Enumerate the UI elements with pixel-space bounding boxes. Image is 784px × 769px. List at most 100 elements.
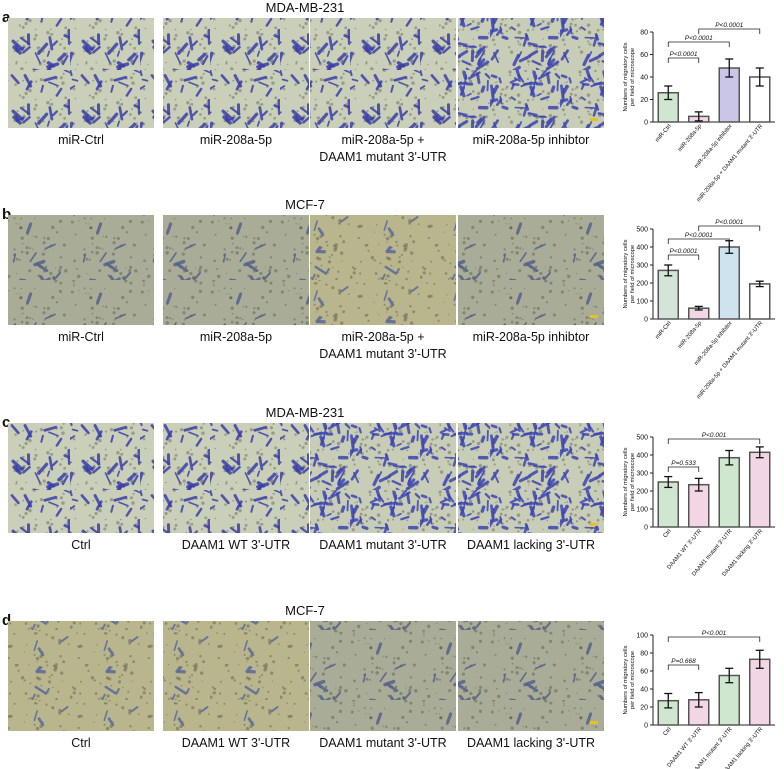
y-tick-label: 500 (636, 435, 648, 442)
bracket (667, 254, 700, 260)
bracket (698, 225, 761, 231)
x-tick-label: miR-208a-5p + DAAM1 mutant 3'-UTR (696, 320, 764, 400)
p-value: P<0.0001 (669, 248, 697, 255)
image-caption: miR-Ctrl (58, 133, 104, 147)
p-value: P<0.001 (702, 432, 727, 439)
image-caption: DAAM1 mutant 3'-UTR (319, 150, 446, 164)
y-axis-label: Numbers of migratory cells (623, 447, 629, 516)
scale-bar (590, 315, 598, 318)
y-axis-label: Numbers of migratory cells (623, 42, 629, 111)
y-tick-label: 60 (640, 669, 648, 676)
p-value: P<0.001 (702, 630, 727, 637)
micrograph (163, 423, 309, 533)
image-caption: Ctrl (71, 538, 90, 552)
y-axis-label: per field of microscope (630, 453, 636, 511)
y-tick-label: 100 (636, 633, 648, 640)
y-tick-label: 200 (636, 281, 648, 288)
bracket (667, 57, 700, 63)
bracket (698, 28, 761, 34)
panel-title: MCF-7 (285, 603, 325, 618)
image-caption: DAAM1 lacking 3'-UTR (467, 736, 595, 750)
image-caption: miR-208a-5p (200, 330, 272, 344)
micrograph (163, 621, 309, 731)
y-axis-label: per field of microscope (630, 245, 636, 303)
y-tick-label: 0 (644, 120, 648, 127)
bracket (667, 41, 730, 47)
micrograph (310, 423, 456, 533)
scale-bar (590, 118, 598, 121)
micrograph (458, 18, 604, 128)
panel-title: MCF-7 (285, 197, 325, 212)
panel-label: d (2, 612, 11, 629)
micrograph (8, 423, 154, 533)
x-tick-label: Ctrl (662, 726, 672, 737)
bar (749, 658, 771, 726)
image-caption: miR-208a-5p + (341, 330, 424, 344)
p-value: P<0.0001 (715, 219, 743, 226)
bar (657, 269, 679, 320)
p-value: P<0.0001 (685, 35, 713, 42)
micrograph (8, 18, 154, 128)
micrograph (458, 621, 604, 731)
x-tick-label: miR-208a-5p + DAAM1 mutant 3'-UTR (696, 123, 764, 203)
scale-bar (590, 523, 598, 526)
y-axis-label: per field of microscope (630, 651, 636, 709)
y-tick-label: 0 (644, 317, 648, 324)
micrograph (310, 215, 456, 325)
bar (749, 283, 771, 320)
p-value: P=0.668 (671, 658, 696, 665)
panel-title: MDA-MB-231 (266, 405, 345, 420)
p-value: P<0.0001 (715, 22, 743, 29)
micrograph (458, 423, 604, 533)
image-caption: miR-208a-5p inhibtor (473, 133, 590, 147)
image-caption: DAAM1 WT 3'-UTR (182, 736, 290, 750)
image-caption: DAAM1 WT 3'-UTR (182, 538, 290, 552)
panel-title: MDA-MB-231 (266, 0, 345, 15)
y-tick-label: 20 (640, 97, 648, 104)
micrograph (8, 215, 154, 325)
y-tick-label: 400 (636, 453, 648, 460)
micrograph (163, 215, 309, 325)
y-axis-label: per field of microscope (630, 48, 636, 106)
image-caption: miR-208a-5p (200, 133, 272, 147)
bracket (667, 636, 761, 642)
x-tick-label: Ctrl (662, 528, 672, 539)
p-value: P=0.533 (671, 460, 696, 467)
x-tick-label: miR-Ctrl (655, 123, 673, 143)
image-caption: miR-208a-5p + (341, 133, 424, 147)
bar (657, 481, 679, 528)
bracket (667, 238, 730, 244)
x-tick-label: miR-Ctrl (655, 320, 673, 340)
y-tick-label: 300 (636, 471, 648, 478)
y-tick-label: 400 (636, 245, 648, 252)
y-axis-label: Numbers of migratory cells (623, 645, 629, 714)
image-caption: DAAM1 mutant 3'-UTR (319, 538, 446, 552)
y-axis-label: Numbers of migratory cells (623, 239, 629, 308)
y-tick-label: 40 (640, 75, 648, 82)
panel-label: c (2, 414, 10, 431)
y-tick-label: 0 (644, 525, 648, 532)
image-caption: DAAM1 mutant 3'-UTR (319, 347, 446, 361)
y-tick-label: 100 (636, 299, 648, 306)
bracket (667, 664, 700, 670)
micrograph (310, 18, 456, 128)
y-tick-label: 80 (640, 30, 648, 37)
y-tick-label: 300 (636, 263, 648, 270)
y-tick-label: 500 (636, 227, 648, 234)
x-tick-label: miR-208a-5p (677, 123, 703, 153)
x-tick-label: miR-208a-5p (677, 320, 703, 350)
bar (718, 456, 740, 528)
image-caption: DAAM1 mutant 3'-UTR (319, 736, 446, 750)
bar (718, 246, 740, 320)
image-caption: miR-Ctrl (58, 330, 104, 344)
y-tick-label: 200 (636, 489, 648, 496)
y-tick-label: 80 (640, 651, 648, 658)
panel-label: a (2, 9, 11, 26)
p-value: P<0.0001 (685, 232, 713, 239)
micrograph (458, 215, 604, 325)
y-tick-label: 0 (644, 723, 648, 730)
y-tick-label: 60 (640, 52, 648, 59)
micrograph (310, 621, 456, 731)
panel-label: b (2, 206, 11, 223)
